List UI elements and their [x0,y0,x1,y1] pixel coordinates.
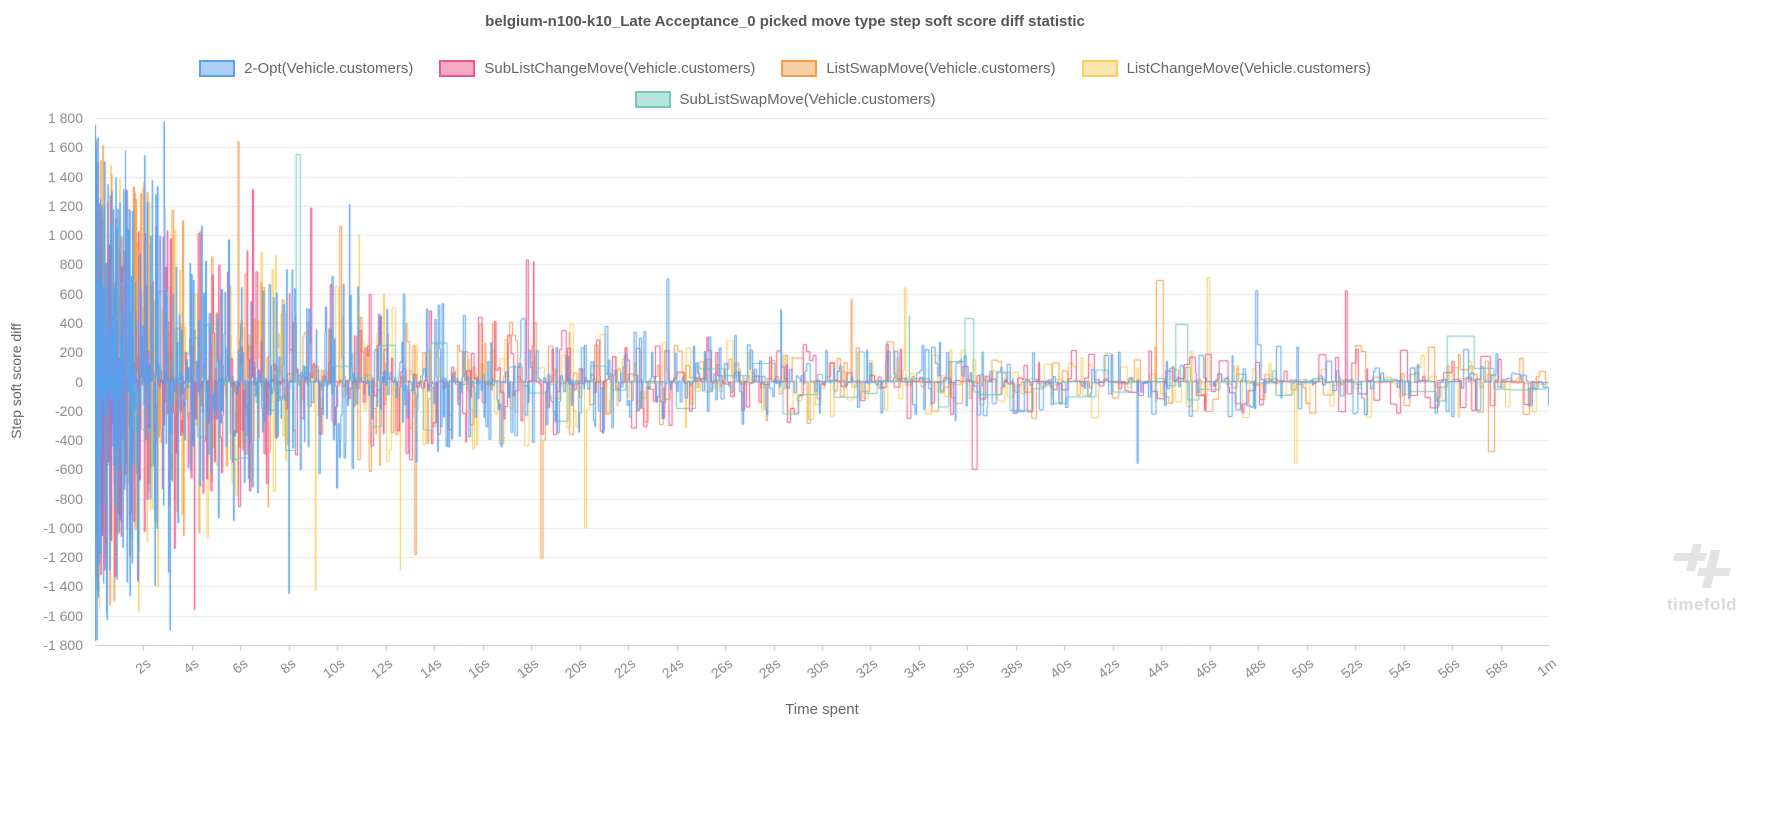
x-tick-label: 56s [1434,655,1462,682]
legend-swatch-icon [781,59,818,77]
y-tick-label: 800 [59,256,83,273]
x-tick-label: 50s [1288,655,1317,682]
timefold-watermark: timefold [1650,544,1754,615]
y-tick-label: -1 200 [43,549,83,566]
x-tick-label: 22s [610,655,638,682]
x-tick-label: 26s [707,655,735,682]
x-tick-label: 10s [319,655,348,682]
legend-item-label: SubListChangeMove(Vehicle.customers) [484,59,756,77]
y-tick-label: 1 800 [47,110,83,126]
y-tick-label: 600 [59,285,83,302]
legend-item-label: ListChangeMove(Vehicle.customers) [1126,59,1371,77]
x-tick-label: 28s [755,655,784,682]
x-tick-label: 54s [1385,655,1414,682]
x-tick-label: 4s [180,655,202,677]
y-tick-label: 1 400 [47,168,83,185]
legend-swatch-icon [1081,59,1118,77]
legend-row-2: SubListSwapMove(Vehicle.customers) [0,88,1570,110]
x-tick-label: 12s [368,655,396,682]
y-tick-label: -400 [54,432,83,449]
x-tick-label: 48s [1240,655,1269,682]
timefold-logo-icon [1669,544,1735,592]
x-tick-label: 44s [1143,655,1172,682]
x-tick-label: 20s [561,655,590,682]
x-axis-title: Time spent [785,701,859,718]
legend-swatch-icon [199,59,236,77]
timefold-wordmark: timefold [1666,595,1738,614]
x-tick-label: 46s [1191,655,1220,682]
legend-item[interactable]: SubListSwapMove(Vehicle.customers) [634,90,936,108]
x-tick-label: 30s [804,655,832,682]
x-tick-label: 16s [464,655,493,682]
x-tick-label: 42s [1095,655,1123,682]
y-tick-label: 0 [75,373,83,390]
legend-item[interactable]: ListSwapMove(Vehicle.customers) [781,59,1056,77]
y-tick-label: -1 800 [43,637,83,653]
x-tick-label: 58s [1482,655,1511,682]
legend-item-label: ListSwapMove(Vehicle.customers) [826,59,1056,77]
y-tick-label: 1 200 [47,197,83,214]
legend-item[interactable]: SubListChangeMove(Vehicle.customers) [439,59,756,77]
legend-item[interactable]: ListChangeMove(Vehicle.customers) [1081,59,1371,77]
chart-container: belgium-n100-k10_Late Acceptance_0 picke… [0,13,1570,718]
y-axis-title: Step soft score diff [8,323,24,439]
y-tick-label: 1 600 [47,139,83,156]
y-tick-label: -200 [54,402,83,419]
x-tick-label: 38s [998,655,1026,682]
legend-item-label: SubListSwapMove(Vehicle.customers) [679,90,936,108]
legend-item[interactable]: 2-Opt(Vehicle.customers) [199,59,414,77]
plot-canvas [95,118,1549,658]
y-tick-label: -600 [54,461,83,478]
y-tick-label: 1 000 [47,227,83,244]
y-tick-label: -800 [54,490,83,507]
y-tick-label: -1 000 [43,519,83,536]
x-tick-label: 6s [228,655,251,677]
x-tick-label: 52s [1337,655,1365,682]
x-tick-label: 40s [1046,655,1075,682]
y-tick-label: 200 [59,344,83,361]
x-tick-label: 32s [852,655,881,682]
chart-title: belgium-n100-k10_Late Acceptance_0 picke… [485,13,1085,30]
legend-swatch-icon [634,90,671,108]
y-tick-label: -1 600 [43,607,83,624]
legend-item-label: 2-Opt(Vehicle.customers) [244,59,414,77]
x-tick-label: 14s [416,655,445,682]
x-tick-label: 34s [901,655,929,682]
x-tick-label: 24s [658,655,687,682]
legend-row-1: 2-Opt(Vehicle.customers) SubListChangeMov… [0,57,1570,79]
x-tick-label: 36s [949,655,978,682]
x-tick-label: 2s [131,655,154,677]
legend-swatch-icon [439,59,476,77]
x-tick-label: 8s [277,655,299,677]
x-tick-label: 18s [513,655,542,682]
y-tick-label: 400 [59,314,83,331]
x-tick-label: 1m [1533,655,1559,680]
y-tick-label: -1 400 [43,578,83,595]
